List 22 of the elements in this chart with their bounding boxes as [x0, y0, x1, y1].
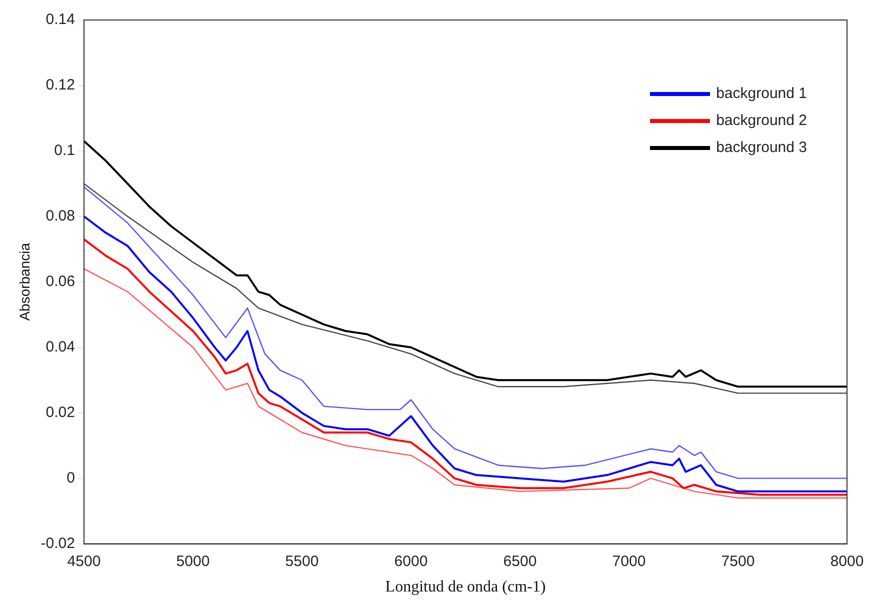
x-tick-label: 8000	[830, 552, 864, 570]
x-tick-label: 4500	[67, 552, 101, 570]
y-tick-label: 0.06	[46, 273, 75, 290]
x-axis-title: Longitud de onda (cm-1)	[385, 578, 546, 596]
y-tick-label: 0.08	[46, 208, 75, 225]
y-tick-label: 0.12	[46, 76, 75, 94]
x-tick-label: 7500	[721, 552, 755, 570]
y-tick-label: 0.02	[46, 404, 75, 421]
y-tick-label: 0.1	[54, 142, 75, 160]
x-tick-label: 5500	[285, 552, 319, 570]
x-tick-label: 7000	[612, 552, 646, 570]
x-tick-label: 6000	[394, 552, 428, 570]
y-axis-title: Absorbancia	[16, 242, 32, 321]
x-tick-label: 6500	[503, 552, 537, 570]
legend-label: background 3	[716, 139, 807, 156]
legend-label: background 1	[716, 85, 807, 102]
x-tick-label: 5000	[176, 552, 210, 570]
y-tick-label: 0.04	[46, 338, 75, 356]
y-tick-label: -0.02	[40, 534, 75, 552]
y-tick-label: 0	[66, 469, 75, 486]
legend-label: background 2	[716, 112, 807, 129]
y-tick-label: 0.14	[46, 11, 75, 28]
